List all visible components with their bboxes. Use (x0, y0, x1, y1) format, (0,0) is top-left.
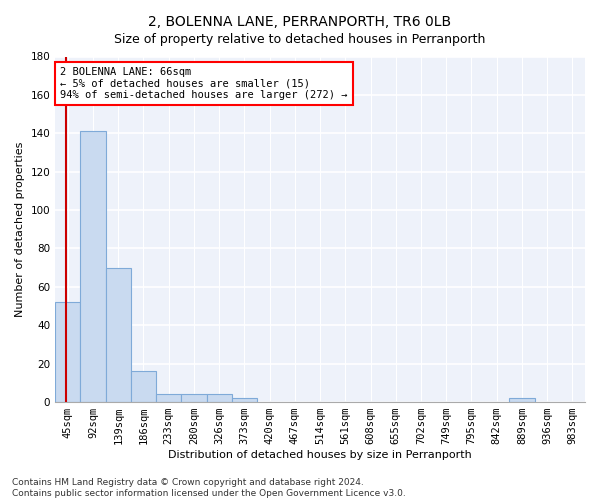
Bar (206, 394, 232, 402)
Text: Contains HM Land Registry data © Crown copyright and database right 2024.
Contai: Contains HM Land Registry data © Crown c… (12, 478, 406, 498)
Bar (80, 132, 106, 402)
X-axis label: Distribution of detached houses by size in Perranporth: Distribution of detached houses by size … (168, 450, 472, 460)
Bar (509, 398, 535, 402)
Bar (181, 394, 206, 402)
Bar (55, 302, 80, 402)
Text: Size of property relative to detached houses in Perranporth: Size of property relative to detached ho… (115, 32, 485, 46)
Bar (106, 268, 131, 402)
Y-axis label: Number of detached properties: Number of detached properties (15, 142, 25, 317)
Bar (156, 394, 181, 402)
Bar (232, 398, 257, 402)
Text: 2 BOLENNA LANE: 66sqm
← 5% of detached houses are smaller (15)
94% of semi-detac: 2 BOLENNA LANE: 66sqm ← 5% of detached h… (61, 67, 348, 100)
Bar (131, 372, 156, 402)
Text: 2, BOLENNA LANE, PERRANPORTH, TR6 0LB: 2, BOLENNA LANE, PERRANPORTH, TR6 0LB (148, 15, 452, 29)
